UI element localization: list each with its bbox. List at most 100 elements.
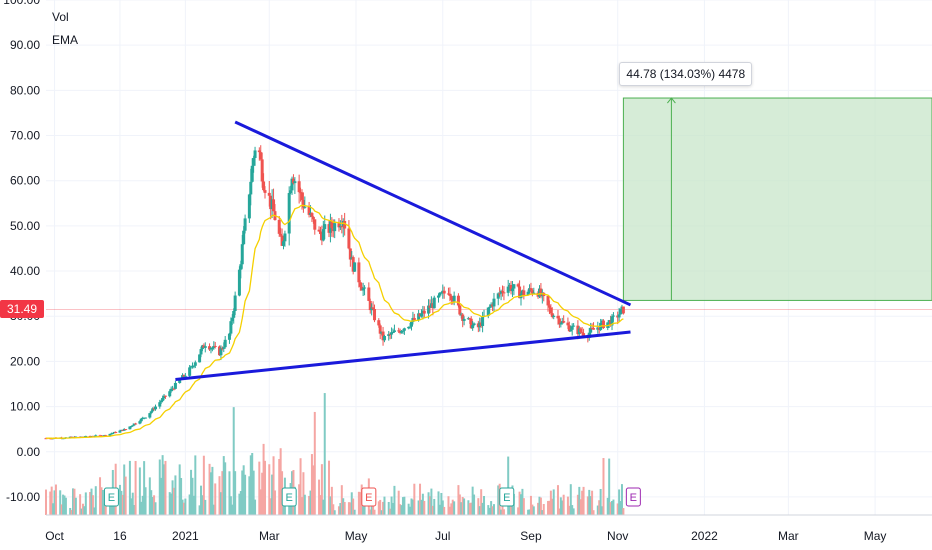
- volume-bar: [471, 486, 474, 515]
- volume-bar: [144, 487, 147, 515]
- candle-body: [283, 233, 287, 242]
- volume-bar: [72, 488, 75, 515]
- ema-line: [46, 204, 624, 439]
- candle-body: [169, 388, 173, 392]
- volume-bar: [448, 506, 451, 515]
- volume-bar: [120, 490, 123, 515]
- candle-body: [488, 306, 492, 308]
- volume-bar: [64, 497, 67, 515]
- y-tick-label: 40.00: [10, 264, 40, 278]
- volume-bar: [332, 504, 335, 515]
- candle-body: [526, 291, 530, 296]
- candle-body: [619, 308, 623, 315]
- volume-bar: [201, 495, 204, 515]
- volume-bar: [303, 494, 306, 515]
- volume-bar: [151, 497, 154, 515]
- volume-bar: [443, 506, 446, 515]
- candle-body: [498, 293, 502, 295]
- candle-body: [247, 194, 251, 219]
- candle-body: [311, 216, 315, 220]
- volume-bar: [431, 505, 434, 515]
- candle-body: [321, 229, 325, 241]
- volume-bar: [138, 467, 141, 515]
- candle-body: [252, 157, 256, 166]
- volume-bar: [180, 478, 183, 515]
- volume-bar: [238, 493, 241, 515]
- volume-bar: [571, 505, 574, 515]
- vol-label[interactable]: Vol: [52, 10, 69, 24]
- candle-body: [144, 417, 148, 419]
- volume-bar: [123, 464, 126, 515]
- candle-body: [239, 264, 243, 270]
- volume-bar: [74, 497, 77, 515]
- volume-bar: [181, 499, 184, 515]
- volume-bar: [622, 508, 625, 515]
- candle-body: [161, 397, 165, 401]
- trendline-upper: [234, 120, 632, 307]
- volume-bar: [377, 501, 380, 515]
- candle-body: [486, 307, 490, 316]
- volume-bar: [90, 488, 93, 515]
- volume-bar: [428, 496, 431, 515]
- volume-bar: [100, 487, 103, 515]
- measure-arrowhead: [667, 97, 676, 104]
- volume-bar: [491, 506, 494, 515]
- measure-zone: [622, 97, 932, 301]
- candle-body: [582, 333, 586, 337]
- candle-body: [297, 181, 301, 193]
- volume-bar: [618, 489, 621, 515]
- candle-body: [213, 345, 217, 347]
- ema-label[interactable]: EMA: [52, 33, 79, 47]
- volume-bar: [433, 498, 436, 515]
- candle-body: [557, 318, 561, 325]
- candle-body: [118, 430, 122, 433]
- candle-body: [353, 262, 357, 272]
- x-tick-label: May: [864, 529, 887, 543]
- candle-body: [422, 310, 426, 314]
- volume-bar: [282, 503, 285, 515]
- volume-bar: [241, 470, 244, 515]
- volume-bar: [552, 489, 555, 515]
- volume-bar: [542, 504, 545, 515]
- volume-bar: [410, 498, 413, 515]
- candle-body: [382, 335, 386, 341]
- volume-bar: [392, 502, 395, 515]
- candle-body: [249, 181, 253, 195]
- volume-bar: [547, 500, 550, 515]
- volume-bar: [532, 506, 535, 515]
- volume-bar: [269, 498, 272, 515]
- volume-bar: [500, 509, 503, 515]
- volume-bar: [160, 477, 163, 515]
- volume-bar: [172, 487, 175, 515]
- candle-body: [502, 292, 506, 294]
- candle-body: [400, 331, 404, 333]
- candle-body: [172, 388, 176, 390]
- volume-bar: [329, 496, 332, 515]
- volume-bar: [461, 496, 464, 515]
- volume-bar: [89, 492, 92, 515]
- candle-body: [532, 292, 536, 294]
- volume-bar: [549, 490, 552, 515]
- volume-bar: [548, 500, 551, 515]
- volume-bar: [401, 497, 404, 515]
- volume-bar: [204, 499, 207, 515]
- volume-bar: [101, 490, 104, 515]
- volume-bar: [273, 490, 276, 515]
- volume-bar: [242, 465, 245, 515]
- candle-body: [580, 332, 584, 334]
- volume-bar: [232, 407, 235, 515]
- candle-body: [589, 327, 593, 333]
- candle-body: [263, 190, 267, 193]
- volume-bar: [460, 502, 463, 515]
- volume-bar: [222, 456, 225, 515]
- volume-bar: [383, 496, 386, 515]
- y-tick-label: 60.00: [10, 174, 40, 188]
- y-tick-label: 100.00: [3, 0, 40, 7]
- x-tick-label: Mar: [259, 529, 280, 543]
- earnings-marker-label: E: [108, 492, 115, 504]
- volume-bar: [234, 471, 237, 515]
- candle-body: [242, 230, 246, 245]
- volume-bar: [581, 490, 584, 515]
- volume-bar: [468, 503, 471, 515]
